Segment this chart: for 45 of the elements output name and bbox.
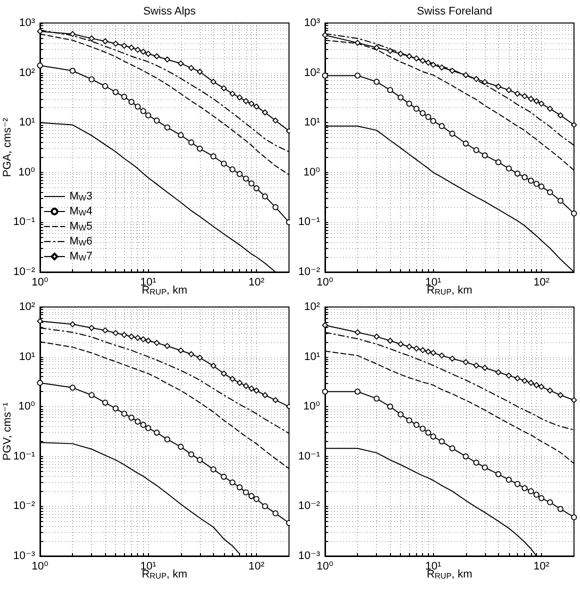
y-tick-label: 10⁻¹	[13, 216, 36, 228]
x-tick-label: 10²	[533, 560, 550, 572]
x-tick-label: 10⁰	[32, 276, 49, 288]
y-tick-label: 10¹	[19, 350, 36, 363]
y-tick-label: 10²	[19, 66, 36, 79]
y-tick-label: 10⁻²	[13, 266, 36, 278]
x-axis-title: RRUP, km	[426, 284, 472, 296]
y-tick-label: 10²	[304, 66, 320, 79]
x-tick-label: 10²	[248, 276, 265, 288]
y-tick-label: 10⁻²	[298, 500, 320, 512]
y-tick-label: 10¹	[19, 116, 36, 129]
legend-label: MW6	[70, 236, 92, 248]
y-tick-label: 10⁰	[303, 400, 321, 413]
x-tick-label: 10²	[533, 276, 550, 288]
y-tick-label: 10³	[19, 17, 36, 29]
y-tick-label: 10⁰	[18, 400, 36, 413]
x-tick-label: 10⁰	[32, 560, 49, 572]
y-tick-label: 10⁻¹	[13, 450, 36, 462]
legend-label: MW3	[70, 190, 92, 202]
y-tick-label: 10⁻³	[298, 550, 320, 562]
chart-title: Swiss Foreland	[416, 6, 492, 18]
legend-label: MW5	[70, 220, 92, 232]
y-tick-label: 10²	[19, 301, 36, 313]
y-axis-title: PGA, cms⁻²	[2, 118, 14, 177]
y-tick-label: 10⁰	[18, 166, 36, 178]
x-tick-label: 10²	[248, 560, 265, 572]
y-tick-label: 10²	[304, 301, 320, 313]
chart-title: Swiss Alps	[143, 6, 196, 18]
x-tick-label: 10⁰	[316, 276, 334, 288]
legend-label: MW7	[70, 250, 92, 262]
legend-label: MW4	[70, 206, 92, 218]
y-tick-label: 10⁻³	[13, 550, 36, 562]
y-tick-label: 10⁻²	[298, 266, 320, 278]
x-axis-title: RRUP, km	[426, 568, 472, 580]
y-tick-label: 10¹	[304, 116, 320, 129]
x-tick-label: 10⁰	[316, 560, 334, 572]
x-axis-title: RRUP, km	[142, 284, 188, 296]
y-tick-label: 10⁻¹	[298, 450, 320, 462]
y-tick-label: 10⁻²	[13, 500, 36, 512]
x-axis-title: RRUP, km	[142, 568, 188, 580]
y-tick-label: 10⁰	[303, 166, 321, 178]
y-tick-label: 10⁻¹	[298, 216, 320, 228]
y-axis-title: PGV, cms⁻¹	[2, 402, 14, 460]
y-tick-label: 10³	[304, 17, 320, 29]
y-tick-label: 10¹	[304, 350, 320, 363]
